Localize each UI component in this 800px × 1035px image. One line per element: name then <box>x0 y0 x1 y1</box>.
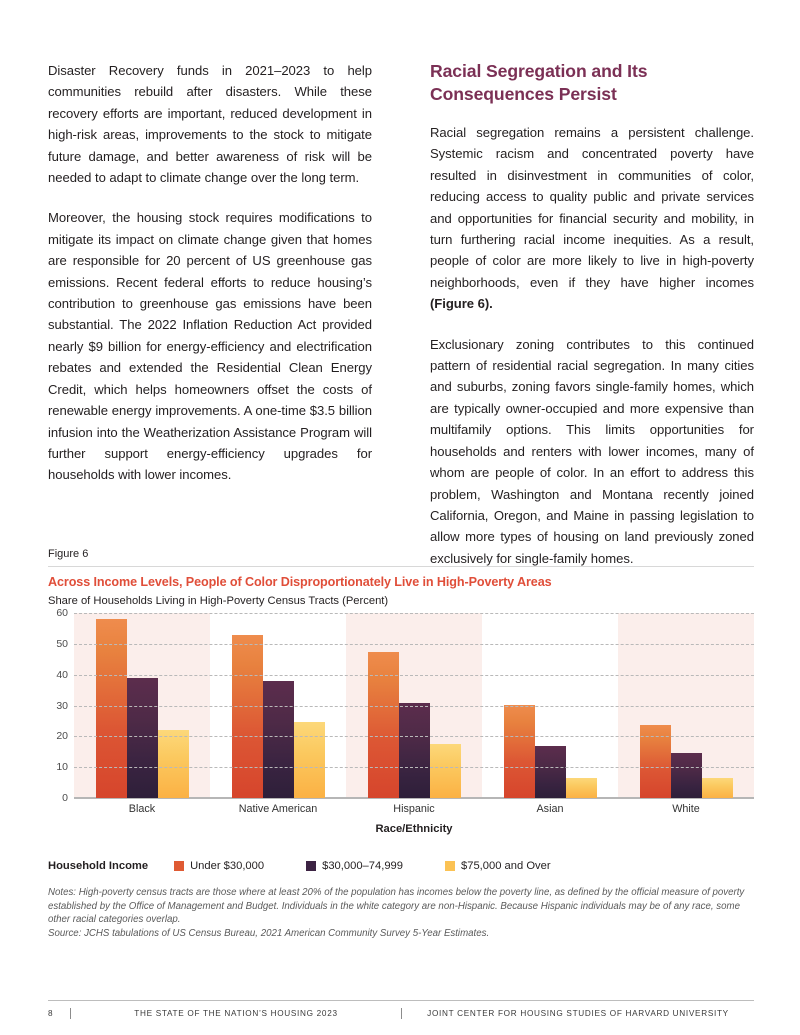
bar <box>126 678 158 798</box>
x-axis-line <box>74 797 754 799</box>
legend-label: Under $30,000 <box>190 860 265 872</box>
gridline <box>74 767 754 769</box>
bar-group <box>210 613 346 798</box>
footer-institution: JOINT CENTER FOR HOUSING STUDIES OF HARV… <box>427 1009 729 1018</box>
gridline <box>74 643 754 645</box>
footer-page-number: 8 <box>48 1009 54 1018</box>
y-tick-label: 60 <box>56 607 68 619</box>
gridline <box>74 613 754 614</box>
bar <box>293 721 325 798</box>
right-column: Racial Segregation and Its Consequences … <box>430 60 754 569</box>
footer-divider-2 <box>401 1008 402 1019</box>
bar <box>565 777 597 798</box>
figure-note-text: Notes: High-poverty census tracts are th… <box>48 887 745 926</box>
figure-notes: Notes: High-poverty census tracts are th… <box>48 886 754 940</box>
bar <box>639 725 671 798</box>
y-tick-label: 30 <box>56 699 68 712</box>
paragraph-racial-segregation: Racial segregation remains a persistent … <box>430 122 754 315</box>
y-axis: 0 10 20 30 40 50 60 <box>48 607 72 804</box>
bar-chart: 0 10 20 30 40 50 60 Black Native American Hispan… <box>48 607 754 835</box>
legend-item-list: Under $30,000 $30,000–74,999 $75,000 and O… <box>174 860 593 872</box>
bar <box>367 652 399 798</box>
figure-reference: (Figure 6). <box>430 296 493 312</box>
footer-publication-title: THE STATE OF THE NATION’S HOUSING 2023 <box>134 1009 338 1018</box>
figure-label: Figure 6 <box>48 548 89 560</box>
page-footer: 8 THE STATE OF THE NATION’S HOUSING 2023… <box>48 1000 754 1019</box>
bar <box>157 729 189 798</box>
legend-swatch-icon <box>306 861 317 871</box>
bar <box>670 753 702 798</box>
gridline <box>74 674 754 676</box>
legend-label: $75,000 and Over <box>461 860 551 872</box>
y-tick-label: 50 <box>56 637 68 650</box>
x-axis-label: Black <box>128 803 156 815</box>
x-axis-title: Race/Ethnicity <box>375 823 453 835</box>
bar <box>231 635 263 798</box>
x-axis-label: White <box>672 803 700 815</box>
legend-title: Household Income <box>48 860 149 872</box>
gridline <box>74 736 754 738</box>
bar <box>262 681 294 798</box>
bar <box>429 744 461 798</box>
figure-subtitle: Share of Households Living in High-Pover… <box>48 595 389 607</box>
left-column: Disaster Recovery funds in 2021–2023 to … <box>48 60 372 569</box>
figure-source-text: Source: JCHS tabulations of US Census Bu… <box>48 927 490 939</box>
legend-swatch-icon <box>174 861 185 871</box>
bar <box>95 618 127 798</box>
figure-title: Across Income Levels, People of Color Di… <box>48 575 552 589</box>
bar <box>534 745 566 798</box>
two-column-body: Disaster Recovery funds in 2021–2023 to … <box>48 60 754 569</box>
footer-divider-1 <box>70 1008 71 1019</box>
paragraph-racial-segregation-text: Racial segregation remains a persistent … <box>430 125 754 290</box>
bar-group <box>618 613 754 798</box>
paragraph-disaster-recovery: Disaster Recovery funds in 2021–2023 to … <box>48 63 372 186</box>
legend-item[interactable]: $30,000–74,999 <box>306 860 403 872</box>
paragraph-housing-stock-climate: Moreover, the housing stock requires mod… <box>48 210 372 483</box>
bar-group <box>346 613 482 798</box>
bar <box>701 777 733 798</box>
y-tick-label: 10 <box>56 761 68 774</box>
legend-item[interactable]: $75,000 and Over <box>445 860 551 872</box>
bar <box>398 702 430 798</box>
bar <box>503 704 535 798</box>
y-tick-label: 0 <box>62 792 68 804</box>
chart-legend: Household Income Under $30,000 $30,000–74… <box>48 860 754 872</box>
y-tick-label: 20 <box>56 730 68 743</box>
legend-label: $30,000–74,999 <box>322 860 403 872</box>
paragraph-exclusionary-zoning: Exclusionary zoning contributes to this … <box>430 336 754 566</box>
figure-6-block: Figure 6 Across Income Levels, People of… <box>48 548 754 940</box>
x-axis-label: Native American <box>238 803 318 815</box>
gridline <box>74 705 754 707</box>
figure-divider <box>48 566 754 567</box>
y-tick-label: 40 <box>56 668 68 681</box>
x-axis-label: Asian <box>536 803 564 815</box>
legend-item[interactable]: Under $30,000 <box>174 860 264 872</box>
plot-area <box>74 613 754 799</box>
legend-swatch-icon <box>445 861 455 871</box>
section-heading-racial-segregation: Racial Segregation and Its Consequences … <box>430 61 648 104</box>
x-axis-labels: Black Native American Hispanic Asian White <box>74 803 754 815</box>
x-axis-label: Hispanic <box>393 803 435 815</box>
bar-group <box>482 613 618 798</box>
